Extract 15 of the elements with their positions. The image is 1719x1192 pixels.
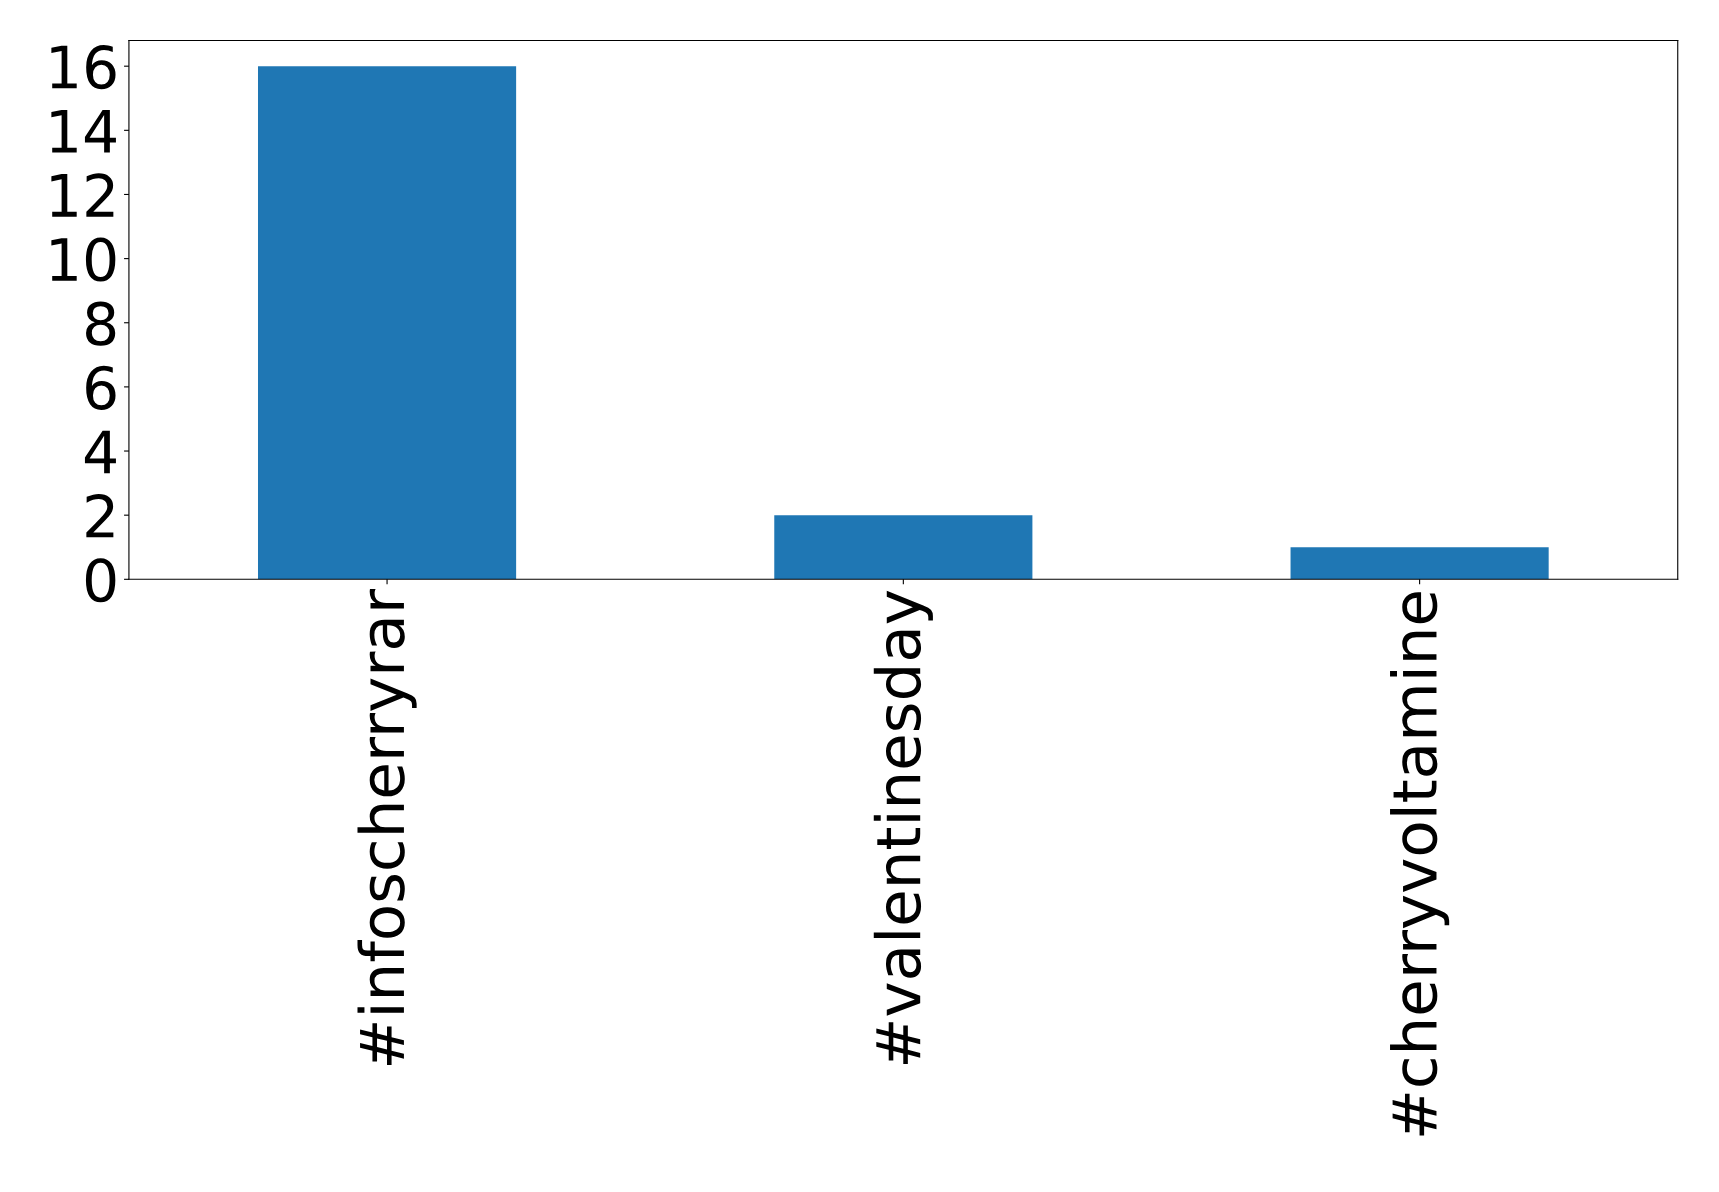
- y-tick-label: 6: [86, 365, 116, 410]
- x-tick-label: #cherryvoltamine: [1390, 592, 1450, 1136]
- y-tick-label: 10: [51, 237, 116, 282]
- y-tick-label: 4: [84, 430, 116, 474]
- y-tick-label: 14: [51, 109, 116, 153]
- bar: [774, 515, 1033, 580]
- bar: [1290, 547, 1549, 580]
- y-tick-label: 0: [85, 558, 116, 603]
- bar: [257, 66, 517, 580]
- x-tick-label: #infoscherryrar: [357, 589, 417, 1065]
- x-tick-label: #valentinesday: [873, 590, 933, 1064]
- y-tick-label: 12: [51, 173, 114, 217]
- y-tick-label: 8: [86, 301, 116, 346]
- y-tick-label: 2: [86, 494, 114, 538]
- y-tick-label: 16: [51, 45, 116, 90]
